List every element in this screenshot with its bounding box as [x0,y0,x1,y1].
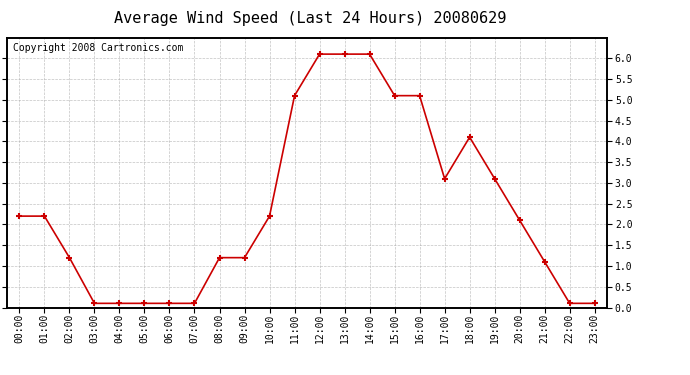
Text: Average Wind Speed (Last 24 Hours) 20080629: Average Wind Speed (Last 24 Hours) 20080… [115,11,506,26]
Text: Copyright 2008 Cartronics.com: Copyright 2008 Cartronics.com [13,43,184,53]
